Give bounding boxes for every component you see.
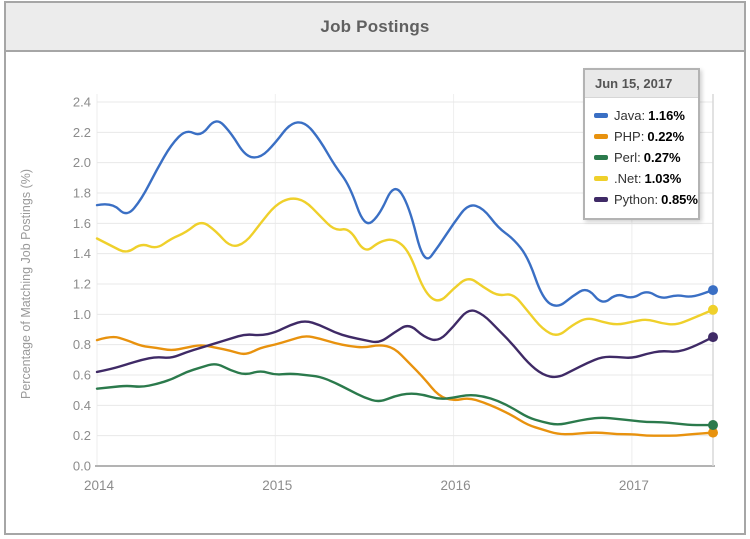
series-line-net — [95, 197, 715, 336]
tooltip-separator: : — [654, 192, 659, 207]
chart-header-bar: Job Postings — [6, 3, 744, 52]
x-tick-label: 2016 — [441, 478, 471, 493]
tooltip-separator: : — [637, 171, 642, 186]
series-endpoint-python — [708, 332, 718, 343]
tooltip-label: Perl — [614, 150, 638, 165]
perl-series-swatch-icon — [594, 155, 608, 160]
y-tick-label: 1.0 — [73, 307, 91, 322]
tooltip-row-perl: Perl: 0.27% — [594, 147, 689, 168]
tooltip-separator: : — [637, 150, 641, 165]
tooltip-date: Jun 15, 2017 — [585, 70, 698, 98]
series-line-python — [95, 309, 715, 379]
tooltip-label: Python — [614, 192, 655, 207]
tooltip-value: 1.16% — [648, 108, 685, 123]
y-tick-label: 1.2 — [73, 277, 91, 292]
page-title: Job Postings — [320, 16, 430, 36]
series-endpoint-perl — [708, 420, 718, 431]
x-tick-label: 2017 — [619, 478, 649, 493]
tooltip-row-php: PHP: 0.22% — [594, 126, 689, 147]
tooltip-separator: : — [641, 108, 646, 123]
series-endpoint-net — [708, 304, 718, 315]
y-tick-label: 1.8 — [73, 186, 91, 201]
y-tick-label: 2.0 — [73, 155, 91, 170]
y-tick-label: 0.2 — [73, 428, 91, 443]
tooltip-label: PHP — [614, 129, 641, 144]
tooltip-value: 0.27% — [643, 150, 681, 165]
tooltip-value: 1.03% — [644, 171, 682, 186]
dotnet-series-swatch-icon — [594, 176, 608, 181]
y-tick-label: 0.0 — [73, 459, 91, 474]
tooltip-value: 0.85% — [661, 192, 698, 207]
tooltip-row-python: Python: 0.85% — [594, 189, 698, 210]
x-tick-label: 2014 — [84, 478, 115, 493]
y-tick-label: 0.4 — [73, 398, 91, 413]
series-line-java — [95, 120, 715, 307]
y-axis-title: Percentage of Matching Job Postings (%) — [19, 169, 33, 399]
y-tick-label: 0.8 — [73, 337, 91, 352]
tooltip-row-net: .Net: 1.03% — [594, 168, 689, 189]
series-endpoint-java — [708, 285, 718, 296]
tooltip-row-java: Java: 1.16% — [594, 105, 689, 126]
y-tick-label: 0.6 — [73, 368, 91, 383]
tooltip-value: 0.22% — [647, 129, 685, 144]
y-tick-label: 2.2 — [73, 125, 91, 140]
hover-tooltip: Jun 15, 2017 Java: 1.16% PHP: 0.22% Perl… — [583, 68, 700, 220]
y-tick-label: 2.4 — [73, 95, 91, 110]
php-series-swatch-icon — [594, 134, 608, 139]
y-tick-label: 1.6 — [73, 216, 91, 231]
y-tick-label: 1.4 — [73, 246, 91, 261]
tooltip-label: .Net — [614, 171, 638, 186]
x-tick-label: 2015 — [262, 478, 292, 493]
tooltip-body: Java: 1.16% PHP: 0.22% Perl: 0.27% .Net:… — [585, 98, 698, 218]
tooltip-label: Java — [614, 108, 642, 123]
series-line-perl — [95, 363, 715, 427]
series-endpoint-php — [708, 427, 718, 438]
python-series-swatch-icon — [594, 197, 608, 202]
tooltip-separator: : — [640, 129, 645, 144]
java-series-swatch-icon — [594, 113, 608, 118]
